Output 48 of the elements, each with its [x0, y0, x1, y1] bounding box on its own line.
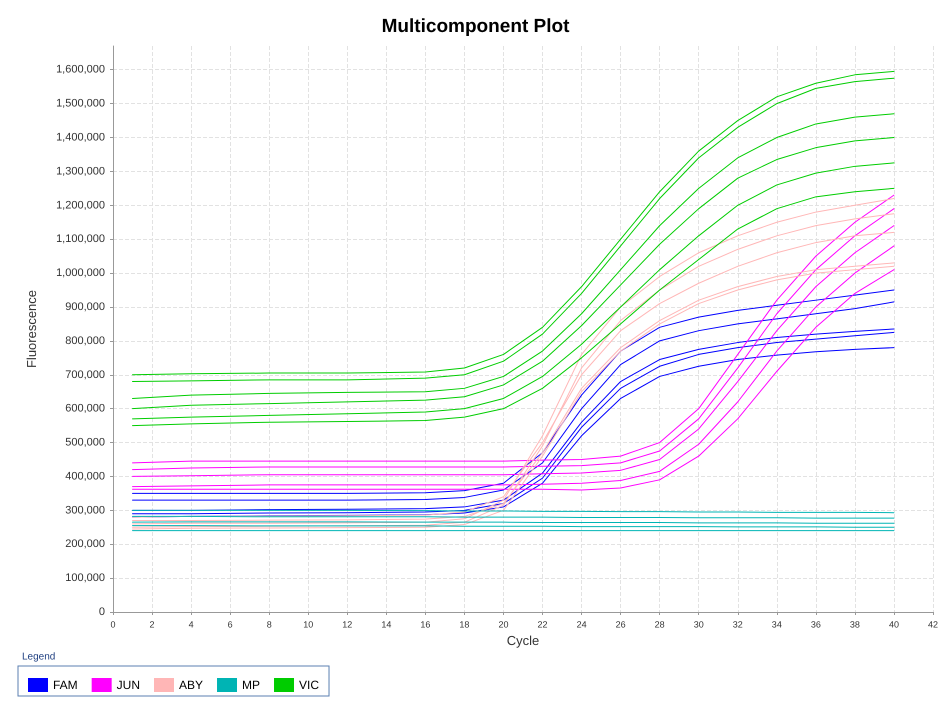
legend-label: FAM: [53, 678, 78, 692]
x-tick-label: 8: [266, 620, 272, 630]
x-tick-label: 2: [150, 620, 155, 630]
x-tick-label: 36: [810, 620, 821, 630]
x-tick-label: 32: [732, 620, 743, 630]
y-tick-label: 1,200,000: [56, 199, 105, 212]
legend-label: ABY: [179, 678, 204, 692]
x-tick-label: 28: [654, 620, 665, 630]
x-tick-label: 14: [381, 620, 392, 630]
x-tick-label: 10: [303, 620, 314, 630]
x-axis-title: Cycle: [506, 633, 540, 648]
legend-label: MP: [242, 678, 260, 692]
y-tick-label: 1,100,000: [56, 233, 105, 246]
x-tick-label: 4: [188, 620, 194, 630]
y-tick-label: 1,400,000: [56, 132, 105, 144]
y-tick-label: 0: [98, 606, 105, 618]
x-tick-label: 18: [459, 620, 470, 630]
x-tick-label: 42: [928, 620, 938, 630]
y-tick-label: 900,000: [65, 300, 105, 313]
x-tick-label: 24: [576, 620, 587, 630]
x-tick-label: 12: [342, 620, 352, 630]
x-tick-label: 34: [772, 620, 782, 630]
x-tick-label: 6: [228, 620, 233, 630]
chart-title: Multicomponent Plot: [382, 16, 570, 37]
legend-label: VIC: [299, 678, 320, 692]
y-tick-label: 300,000: [65, 504, 105, 516]
legend-title: Legend: [22, 652, 56, 662]
legend-label: JUN: [116, 678, 140, 692]
y-tick-label: 100,000: [65, 572, 105, 584]
y-tick-label: 1,500,000: [56, 98, 105, 110]
x-tick-label: 30: [694, 620, 704, 630]
x-tick-label: 38: [850, 620, 860, 630]
y-tick-label: 1,300,000: [56, 165, 105, 178]
x-tick-label: 20: [498, 620, 508, 630]
x-tick-label: 22: [538, 620, 548, 630]
y-tick-label: 1,000,000: [56, 267, 105, 280]
y-tick-label: 200,000: [65, 538, 105, 550]
y-axis-title: Fluorescence: [24, 290, 39, 368]
y-tick-label: 700,000: [65, 368, 105, 381]
x-tick-label: 40: [888, 620, 899, 630]
y-tick-label: 1,600,000: [56, 64, 105, 76]
y-tick-label: 600,000: [65, 402, 105, 415]
y-tick-label: 500,000: [65, 436, 105, 449]
y-tick-label: 400,000: [65, 470, 105, 482]
x-tick-label: 16: [420, 620, 430, 630]
x-tick-label: 26: [616, 620, 626, 630]
y-tick-label: 800,000: [65, 334, 105, 347]
x-tick-label: 0: [110, 620, 116, 630]
